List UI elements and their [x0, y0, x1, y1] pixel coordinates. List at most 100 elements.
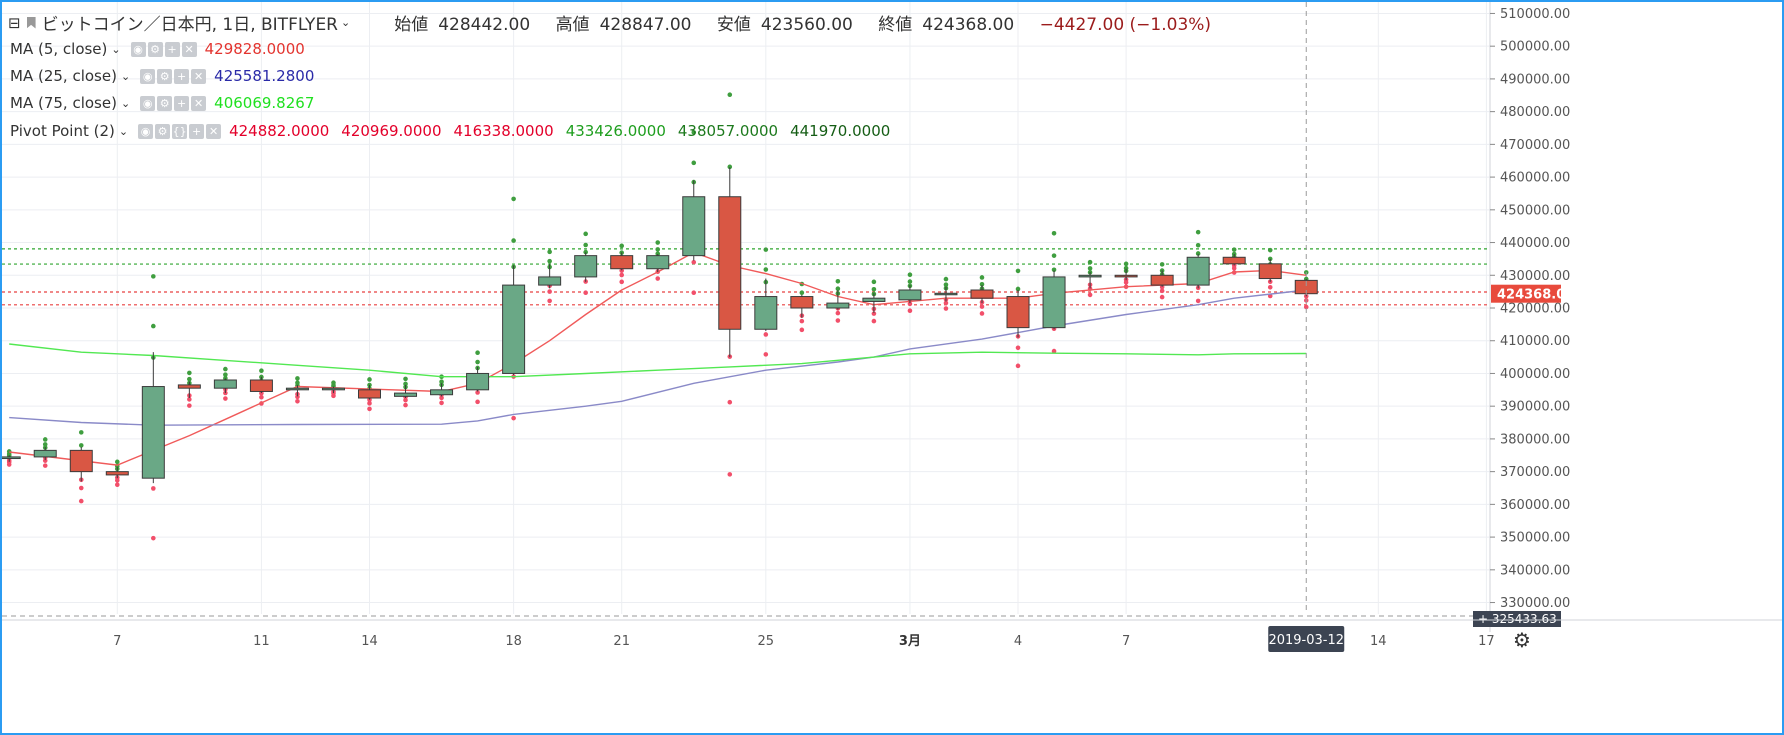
candle-body[interactable]: [1258, 263, 1282, 280]
pivot-dot-resistance: [547, 258, 552, 264]
candle-body[interactable]: [249, 379, 273, 392]
candle-body[interactable]: [610, 255, 634, 270]
pivot-dot-support: [475, 399, 480, 405]
eye-icon[interactable]: ◉: [140, 95, 156, 111]
candle-body[interactable]: [177, 384, 201, 389]
price-tick-label: 460000.00: [1500, 171, 1570, 186]
indicator-legend-row[interactable]: Pivot Point (2) ⌄ ◉ ⚙{} + ✕ 424882.0000 420969.…: [10, 122, 902, 140]
pivot-dot-support: [475, 390, 480, 395]
candle-body[interactable]: [141, 386, 165, 479]
pivot-dot-resistance: [151, 323, 156, 329]
candle-body[interactable]: [69, 449, 93, 473]
pivot-dot-resistance: [223, 372, 228, 377]
chevron-down-icon[interactable]: ⌄: [120, 69, 131, 83]
pivot-dot-resistance: [763, 247, 769, 252]
candle-body[interactable]: [1042, 276, 1066, 329]
pivot-dot-support: [439, 395, 444, 401]
candle-body[interactable]: [718, 196, 742, 330]
pivot-dot-resistance: [151, 274, 156, 279]
chevron-down-icon[interactable]: ⌄: [118, 124, 129, 138]
candle-body[interactable]: [1222, 256, 1246, 265]
pivot-dot-resistance: [691, 160, 697, 166]
candle-body[interactable]: [826, 302, 850, 309]
candle-body[interactable]: [430, 389, 454, 396]
candle-body[interactable]: [1006, 296, 1030, 329]
candle-body[interactable]: [1114, 274, 1138, 278]
time-tick-label: 25: [758, 634, 775, 649]
candle-body[interactable]: [1150, 274, 1174, 286]
pivot-dot-support: [1159, 288, 1165, 294]
candle-body[interactable]: [754, 296, 778, 330]
candle-body[interactable]: [934, 292, 958, 296]
candle-body[interactable]: [357, 389, 381, 399]
gear-icon[interactable]: ⚙: [157, 68, 173, 84]
indicator-legend-row[interactable]: MA (75, close) ⌄ ◉ ⚙ + ✕ 406069.8267: [10, 94, 326, 112]
eye-icon[interactable]: ◉: [138, 123, 154, 139]
source-code-icon[interactable]: {}: [172, 123, 188, 139]
candle-body[interactable]: [574, 255, 598, 278]
add-icon[interactable]: +: [174, 95, 190, 111]
candle-body[interactable]: [790, 296, 814, 309]
indicator-label[interactable]: Pivot Point (2): [10, 122, 115, 140]
pivot-dot-resistance: [1015, 268, 1021, 274]
candle-body[interactable]: [1186, 256, 1210, 286]
candle-body[interactable]: [898, 289, 922, 301]
indicator-legend-row[interactable]: MA (25, close) ⌄ ◉ ⚙ + ✕ 425581.2800: [10, 67, 326, 85]
pivot-dot-support: [547, 298, 552, 304]
candle-body[interactable]: [970, 289, 994, 299]
indicator-label[interactable]: MA (5, close): [10, 40, 108, 58]
candle-body[interactable]: [646, 255, 670, 270]
pivot-dot-support: [1159, 294, 1165, 300]
candle-body[interactable]: [682, 196, 706, 257]
pivot-dot-support: [42, 458, 48, 463]
close-icon[interactable]: ✕: [191, 95, 207, 111]
pivot-dot-support: [295, 394, 300, 400]
candle-body[interactable]: [285, 387, 309, 391]
eye-icon[interactable]: ◉: [140, 68, 156, 84]
add-icon[interactable]: +: [174, 68, 190, 84]
time-tick-label: 4: [1014, 634, 1022, 649]
indicator-label[interactable]: MA (25, close): [10, 67, 117, 85]
candle-body[interactable]: [321, 387, 345, 391]
pivot-dot-support: [403, 402, 408, 408]
gear-icon[interactable]: ⚙: [147, 41, 163, 57]
candle-body[interactable]: [105, 471, 129, 476]
ma-line: [9, 251, 1307, 466]
close-icon[interactable]: ✕: [181, 41, 197, 57]
candle-body[interactable]: [538, 276, 562, 286]
candle-body[interactable]: [2, 456, 21, 460]
last-price-badge: [1491, 284, 1561, 303]
pivot-dot-resistance: [475, 350, 480, 356]
gear-icon[interactable]: ⚙: [157, 95, 173, 111]
close-icon[interactable]: ✕: [191, 68, 207, 84]
price-tick-label: 440000.00: [1500, 236, 1570, 251]
chevron-down-icon[interactable]: ⌄: [120, 96, 131, 110]
indicator-label[interactable]: MA (75, close): [10, 94, 117, 112]
candle-body[interactable]: [213, 379, 237, 389]
time-axis: 7 11 14 18 21 25 3月 4 7 14 17 2019-03-12 ⚙: [2, 619, 1782, 652]
symbol-title[interactable]: ビットコイン／日本円, 1日, BITFLYER: [41, 15, 338, 35]
candle-body[interactable]: [1078, 274, 1102, 278]
chevron-down-icon[interactable]: ⌄: [341, 16, 351, 29]
collapse-icon[interactable]: ⊟: [8, 13, 21, 32]
open-value: 428442.00: [438, 15, 531, 35]
candle-body[interactable]: [33, 449, 57, 458]
close-icon[interactable]: ✕: [206, 123, 222, 139]
gear-icon[interactable]: ⚙: [1513, 628, 1531, 652]
pivot-dot-resistance: [6, 449, 12, 454]
candle-body[interactable]: [502, 284, 526, 374]
candle-body[interactable]: [862, 297, 886, 302]
eye-icon[interactable]: ◉: [130, 41, 146, 57]
candle-body[interactable]: [466, 372, 490, 391]
gear-icon[interactable]: ⚙: [155, 123, 171, 139]
chevron-down-icon[interactable]: ⌄: [111, 42, 121, 56]
pivot-dot-support: [691, 290, 697, 296]
pivot-dot-support: [114, 478, 120, 483]
candle-body[interactable]: [394, 392, 418, 397]
add-icon[interactable]: +: [164, 41, 180, 57]
add-icon[interactable]: +: [189, 123, 205, 139]
indicator-legend-row[interactable]: MA (5, close) ⌄ ◉ ⚙ + ✕ 429828.0000: [10, 40, 317, 58]
crosshair-date-badge: [1268, 626, 1345, 652]
